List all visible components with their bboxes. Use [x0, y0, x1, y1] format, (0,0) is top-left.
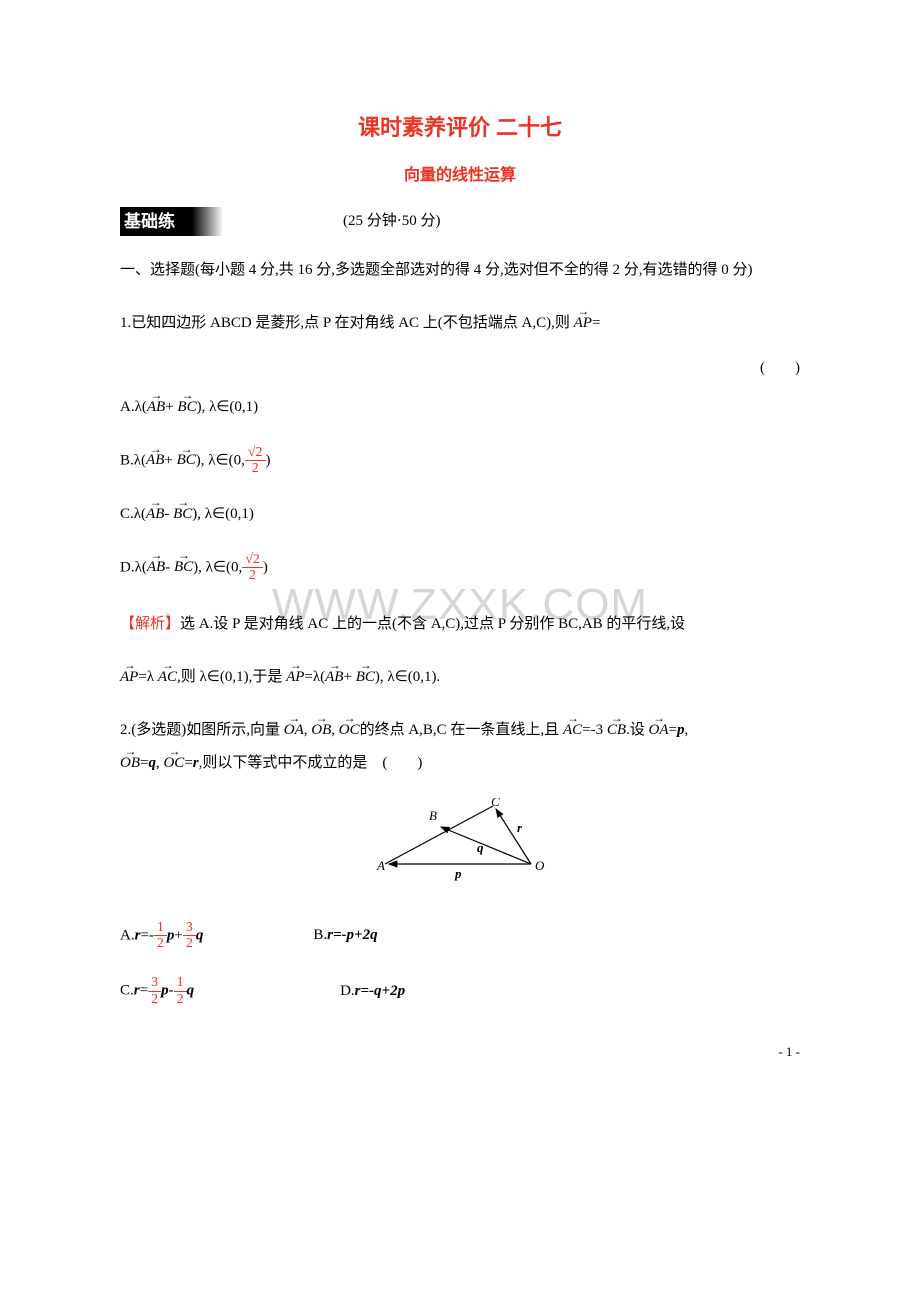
time-info: (25 分钟·50 分): [343, 209, 441, 233]
svg-text:C: C: [491, 798, 500, 809]
svg-text:p: p: [454, 866, 462, 881]
q1-option-a: A.λ(AB+ BC), λ∈(0,1): [120, 394, 800, 421]
svg-text:r: r: [517, 820, 523, 835]
q2-option-a: A.r=-12p+32q: [120, 920, 203, 952]
section-label: 基础练: [120, 207, 223, 236]
q1-stem: 1.已知四边形 ABCD 是菱形,点 P 在对角线 AC 上(不包括端点 A,C…: [120, 307, 800, 340]
q1-option-d: D.λ(AB- BC), λ∈(0,√22): [120, 552, 800, 584]
q2-options-row2: C.r=32p-12q D.r=-q+2p: [120, 975, 800, 1007]
page-subtitle: 向量的线性运算: [120, 163, 800, 189]
content-wrapper: 课时素养评价 二十七 向量的线性运算 基础练 (25 分钟·50 分) 一、选择…: [120, 110, 800, 1007]
q2-diagram: A B C O p q r: [120, 798, 800, 892]
q2-option-d: D.r=-q+2p: [340, 979, 405, 1003]
part1-heading: 一、选择题(每小题 4 分,共 16 分,多选题全部选对的得 4 分,选对但不全…: [120, 254, 800, 287]
q1-option-c: C.λ(AB- BC), λ∈(0,1): [120, 501, 800, 528]
svg-text:A: A: [376, 858, 385, 873]
q1-option-b: B.λ(AB+ BC), λ∈(0,√22): [120, 445, 800, 477]
q2-option-b: B.r=-p+2q: [313, 923, 377, 947]
page-title: 课时素养评价 二十七: [120, 110, 800, 145]
svg-text:q: q: [477, 840, 484, 855]
page-number: - 1 -: [778, 1042, 800, 1063]
q1-analysis-line2: AP=λ AC,则 λ∈(0,1),于是 AP=λ(AB+ BC), λ∈(0,…: [120, 661, 800, 694]
q2-stem: 2.(多选题)如图所示,向量 OA, OB, OC的终点 A,B,C 在一条直线…: [120, 714, 800, 780]
q1-analysis: 【解析】选 A.设 P 是对角线 AC 上的一点(不含 A,C),过点 P 分别…: [120, 608, 800, 641]
svg-text:B: B: [429, 808, 437, 823]
q2-option-c: C.r=32p-12q: [120, 975, 194, 1007]
svg-text:O: O: [535, 858, 545, 873]
section-row: 基础练 (25 分钟·50 分): [120, 207, 800, 236]
q2-options-row1: A.r=-12p+32q B.r=-p+2q: [120, 920, 800, 952]
analysis-label: 【解析】: [120, 616, 180, 632]
q1-paren: ( ): [120, 356, 800, 380]
vec-ap: AP: [574, 307, 592, 340]
